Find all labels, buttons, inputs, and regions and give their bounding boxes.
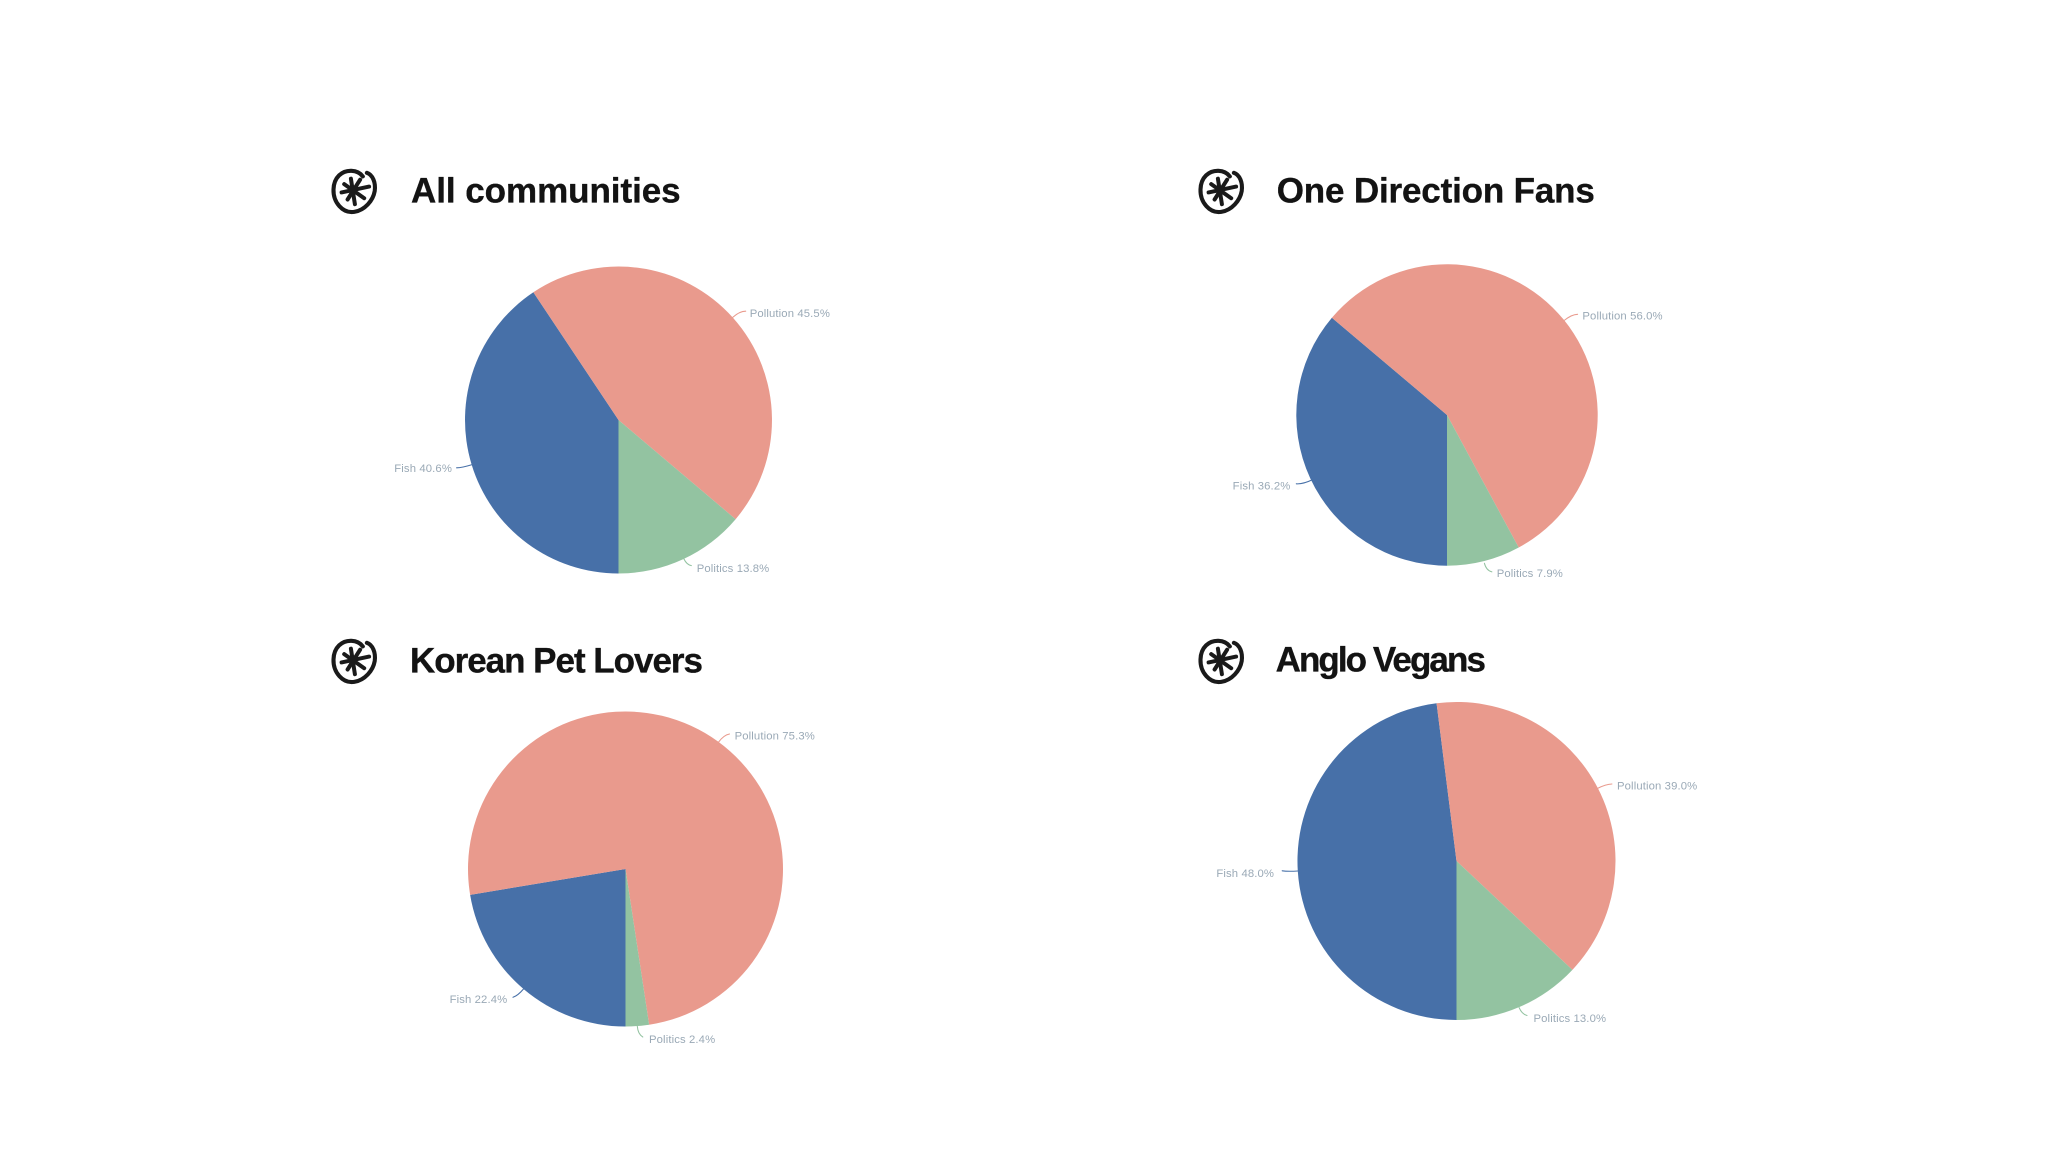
svg-text:Fish 22.4%: Fish 22.4% — [450, 994, 508, 1006]
svg-text:Politics 2.4%: Politics 2.4% — [649, 1034, 715, 1046]
svg-text:Fish 36.2%: Fish 36.2% — [1233, 480, 1291, 492]
svg-text:Politics 13.0%: Politics 13.0% — [1534, 1013, 1607, 1025]
svg-text:All communities: All communities — [411, 172, 681, 211]
svg-text:Politics 13.8%: Politics 13.8% — [697, 563, 770, 575]
svg-text:Fish 48.0%: Fish 48.0% — [1216, 868, 1274, 880]
svg-text:Korean Pet Lovers: Korean Pet Lovers — [410, 642, 702, 681]
svg-text:Pollution 56.0%: Pollution 56.0% — [1582, 311, 1662, 323]
svg-text:Pollution 39.0%: Pollution 39.0% — [1617, 781, 1697, 793]
svg-text:Fish 40.6%: Fish 40.6% — [394, 463, 452, 475]
svg-text:Anglo Vegans: Anglo Vegans — [1276, 641, 1486, 680]
svg-text:Pollution 45.5%: Pollution 45.5% — [750, 308, 830, 320]
svg-text:Politics 7.9%: Politics 7.9% — [1497, 568, 1563, 580]
svg-text:Pollution 75.3%: Pollution 75.3% — [735, 730, 815, 742]
svg-text:One Direction Fans: One Direction Fans — [1277, 172, 1595, 211]
